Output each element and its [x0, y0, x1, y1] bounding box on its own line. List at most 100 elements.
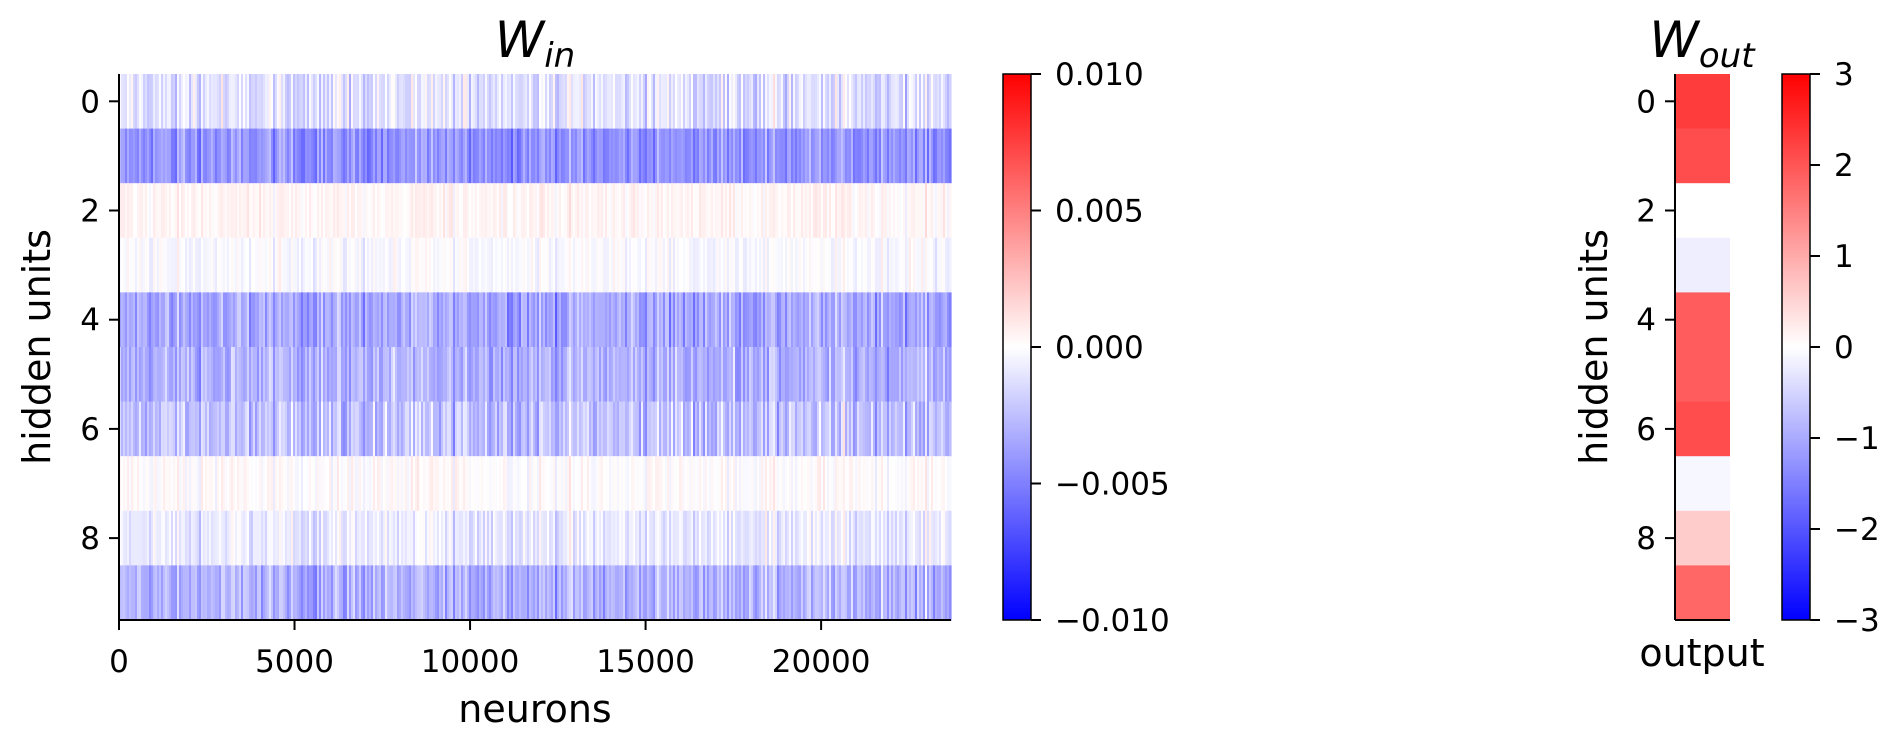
win-cell [895, 292, 898, 348]
win-cell [391, 401, 394, 457]
win-cell [143, 565, 146, 621]
win-cell [755, 565, 758, 621]
win-cell [375, 565, 378, 621]
win-cell [265, 74, 268, 130]
win-cell [355, 128, 358, 184]
win-cell [833, 347, 836, 403]
win-cell [519, 401, 522, 457]
win-cell [729, 510, 732, 566]
win-cell [855, 74, 858, 130]
win-cell [405, 292, 408, 348]
win-cell [317, 237, 320, 293]
win-cell [537, 401, 540, 457]
win-cell [723, 183, 726, 239]
win-cell [133, 510, 136, 566]
win-cell [755, 183, 758, 239]
win-cell [791, 565, 794, 621]
win-cell [491, 292, 494, 348]
win-cell [241, 347, 244, 403]
win-cell [249, 401, 252, 457]
win-cell [355, 565, 358, 621]
win-cell [505, 237, 508, 293]
win-cell [685, 292, 688, 348]
win-cell [725, 347, 728, 403]
win-cell [299, 401, 302, 457]
win-cell [253, 347, 256, 403]
win-cell [191, 456, 194, 512]
win-cell [889, 510, 892, 566]
win-cell [849, 565, 852, 621]
win-cell [341, 347, 344, 403]
win-cell [411, 128, 414, 184]
win-cell [657, 510, 660, 566]
win-cell [149, 347, 152, 403]
win-cell [945, 347, 948, 403]
win-cell [365, 565, 368, 621]
win-cell [907, 183, 910, 239]
win-cell [531, 128, 534, 184]
win-cell [281, 347, 284, 403]
win-cell [735, 237, 738, 293]
win-cell [595, 456, 598, 512]
win-cell [689, 401, 692, 457]
win-cell [835, 401, 838, 457]
win-cell [551, 565, 554, 621]
win-cell [743, 401, 746, 457]
win-cell [125, 347, 128, 403]
win-cell [257, 183, 260, 239]
win-cell [601, 292, 604, 348]
win-cell [519, 237, 522, 293]
win-cell [673, 401, 676, 457]
win-cell [783, 565, 786, 621]
win-cell [621, 347, 624, 403]
win-cell [727, 456, 730, 512]
win-cell [235, 237, 238, 293]
win-cell [737, 183, 740, 239]
win-cell [477, 237, 480, 293]
win-cell [285, 292, 288, 348]
win-cell [449, 347, 452, 403]
win-cell [405, 183, 408, 239]
win-cell [747, 128, 750, 184]
win-cell [343, 456, 346, 512]
win-cell [661, 74, 664, 130]
win-cell [461, 456, 464, 512]
win-cell [533, 565, 536, 621]
win-cell [339, 237, 342, 293]
win-cell [437, 401, 440, 457]
win-cell [743, 183, 746, 239]
win-cell [845, 456, 848, 512]
win-cell [917, 510, 920, 566]
win-cell [667, 347, 670, 403]
win-cell [819, 401, 822, 457]
win-cell [121, 237, 124, 293]
win-cell [899, 183, 902, 239]
win-cell [377, 237, 380, 293]
win-cell [525, 237, 528, 293]
win-cell [459, 565, 462, 621]
win-cell [629, 183, 632, 239]
win-cell [649, 292, 652, 348]
win-cell [549, 456, 552, 512]
win-cell [715, 347, 718, 403]
win-cell [219, 456, 222, 512]
win-cell [833, 128, 836, 184]
win-cell [707, 292, 710, 348]
win-cell [415, 401, 418, 457]
win-cell [403, 565, 406, 621]
win-cell [493, 565, 496, 621]
win-cell [543, 456, 546, 512]
win-cell [459, 292, 462, 348]
win-cell [275, 347, 278, 403]
win-cell [563, 401, 566, 457]
win-cell [473, 510, 476, 566]
win-cell [665, 237, 668, 293]
win-cell [529, 456, 532, 512]
win-cell [369, 347, 372, 403]
win-y-tick-label: 0 [80, 84, 100, 120]
win-cell [243, 565, 246, 621]
win-cell [309, 347, 312, 403]
win-cell [233, 74, 236, 130]
win-cell [707, 347, 710, 403]
win-cell [415, 74, 418, 130]
